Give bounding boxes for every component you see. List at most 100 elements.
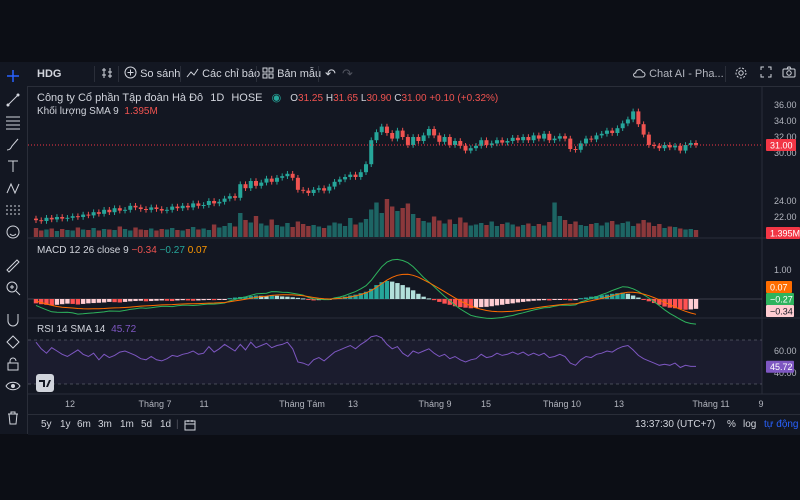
candle-body: [290, 173, 295, 178]
bar-style-icon[interactable]: [100, 66, 114, 82]
candle-body: [568, 138, 573, 149]
chat-ai-button[interactable]: Chat AI - Pha...: [632, 66, 724, 82]
compare-button[interactable]: So sánh: [124, 66, 180, 82]
trash-icon[interactable]: [5, 410, 21, 426]
candle-body: [102, 209, 107, 214]
last-price-tag: 31.00: [770, 141, 793, 151]
volume-bar: [206, 230, 212, 237]
chart-canvas[interactable]: 36.00 34.00 32.00 30.00 24.00 22.00 31.00 1.395…: [28, 87, 800, 414]
rsi-line: [35, 335, 696, 369]
volume-bar: [253, 216, 259, 237]
candle-body: [489, 143, 494, 145]
symbol-search[interactable]: HDG: [37, 68, 62, 80]
range-3m[interactable]: 3m: [98, 419, 112, 430]
candle-body: [154, 207, 159, 209]
candle-body: [468, 148, 473, 151]
macd-histogram-bar: [505, 299, 510, 304]
macd-histogram-bar: [688, 299, 693, 310]
auto-scale-toggle[interactable]: tự động: [764, 419, 799, 430]
macd-legend: MACD 12 26 close 9 −0.34 −0.27 0.07: [37, 245, 208, 256]
volume-bar: [379, 213, 384, 237]
macd-histogram-bar: [536, 299, 542, 301]
text-icon[interactable]: [5, 158, 21, 174]
volume-bar: [416, 218, 421, 237]
macd-histogram-bar: [295, 297, 301, 299]
volume-bar: [437, 220, 442, 237]
range-5y[interactable]: 5y: [41, 419, 52, 430]
lock-icon[interactable]: [5, 356, 21, 372]
macd-histogram-bar: [442, 299, 447, 304]
macd-histogram-bar: [615, 293, 620, 299]
macd-histogram-bar: [657, 299, 662, 305]
camera-icon[interactable]: [782, 66, 796, 82]
candle-body: [395, 130, 400, 139]
candle-body: [615, 128, 620, 133]
macd-histogram-bar: [112, 299, 117, 303]
range-6m[interactable]: 6m: [77, 419, 91, 430]
price-tick-label: 34.00: [774, 116, 797, 126]
volume-bar: [400, 208, 405, 237]
candle-body: [264, 178, 269, 183]
volume-bar: [75, 227, 81, 237]
macd-signal-tag: 0.07: [770, 283, 788, 293]
horizontal-lines-icon[interactable]: [5, 114, 21, 130]
volume-bar: [510, 224, 515, 237]
candle-body: [44, 217, 49, 221]
templates-button[interactable]: Bản mẫu: [262, 66, 321, 82]
ruler-icon[interactable]: [5, 258, 21, 274]
magnet-icon[interactable]: [5, 312, 21, 328]
drawing-toolbar: [0, 70, 28, 434]
volume-bar: [426, 222, 432, 237]
volume-bar: [536, 224, 542, 237]
candle-body: [280, 176, 285, 178]
zoom-in-icon[interactable]: [5, 280, 21, 296]
candle-body: [123, 209, 128, 211]
candle-body: [175, 206, 180, 209]
candle-body: [500, 140, 505, 143]
calendar-range-icon[interactable]: [184, 419, 196, 431]
macd-histogram-bar: [452, 299, 458, 307]
macd-histogram-bar: [578, 298, 583, 300]
volume-bar: [39, 230, 44, 237]
macd-histogram-bar: [405, 287, 411, 299]
redo-icon[interactable]: ↷: [342, 66, 353, 81]
macd-histogram-bar: [641, 299, 646, 300]
log-toggle[interactable]: log: [743, 419, 757, 430]
clock-label[interactable]: 13:37:30 (UTC+7): [635, 419, 716, 430]
prediction-icon[interactable]: [5, 202, 21, 218]
range-1m[interactable]: 1m: [120, 419, 134, 430]
candle-body: [599, 133, 604, 136]
macd-histogram-bar: [190, 299, 196, 301]
macd-histogram-bar: [636, 297, 641, 299]
macd-histogram-bar: [185, 299, 191, 301]
volume-bar: [238, 213, 243, 237]
lock-draw-icon[interactable]: [5, 334, 21, 350]
tradingview-logo[interactable]: [36, 374, 54, 392]
undo-icon[interactable]: ↶: [325, 66, 336, 81]
eye-icon[interactable]: [5, 378, 21, 394]
macd-histogram-bar: [562, 299, 568, 300]
emoji-icon[interactable]: [5, 224, 21, 240]
volume-bar: [59, 229, 65, 237]
brush-icon[interactable]: [5, 136, 21, 152]
settings-gear-icon[interactable]: [734, 66, 748, 82]
trend-line-icon[interactable]: [5, 92, 21, 108]
volume-bar: [217, 227, 222, 237]
candle-body: [343, 177, 348, 180]
range-5d[interactable]: 5d: [141, 419, 153, 430]
range-1d[interactable]: 1d: [160, 419, 172, 430]
pattern-icon[interactable]: [5, 180, 21, 196]
range-1y[interactable]: 1y: [60, 419, 71, 430]
candle-body: [201, 205, 206, 206]
crosshair-icon[interactable]: [5, 68, 21, 84]
indicators-button[interactable]: Các chỉ báo: [186, 66, 260, 82]
macd-histogram-bar: [526, 299, 531, 302]
volume-bar: [133, 227, 138, 237]
candle-body: [411, 137, 416, 145]
fullscreen-icon[interactable]: [760, 66, 772, 82]
candle-body: [364, 164, 368, 173]
volume-bar: [164, 229, 170, 237]
candle-body: [81, 214, 86, 217]
volume-bar: [91, 228, 96, 237]
percent-toggle[interactable]: %: [727, 419, 736, 430]
